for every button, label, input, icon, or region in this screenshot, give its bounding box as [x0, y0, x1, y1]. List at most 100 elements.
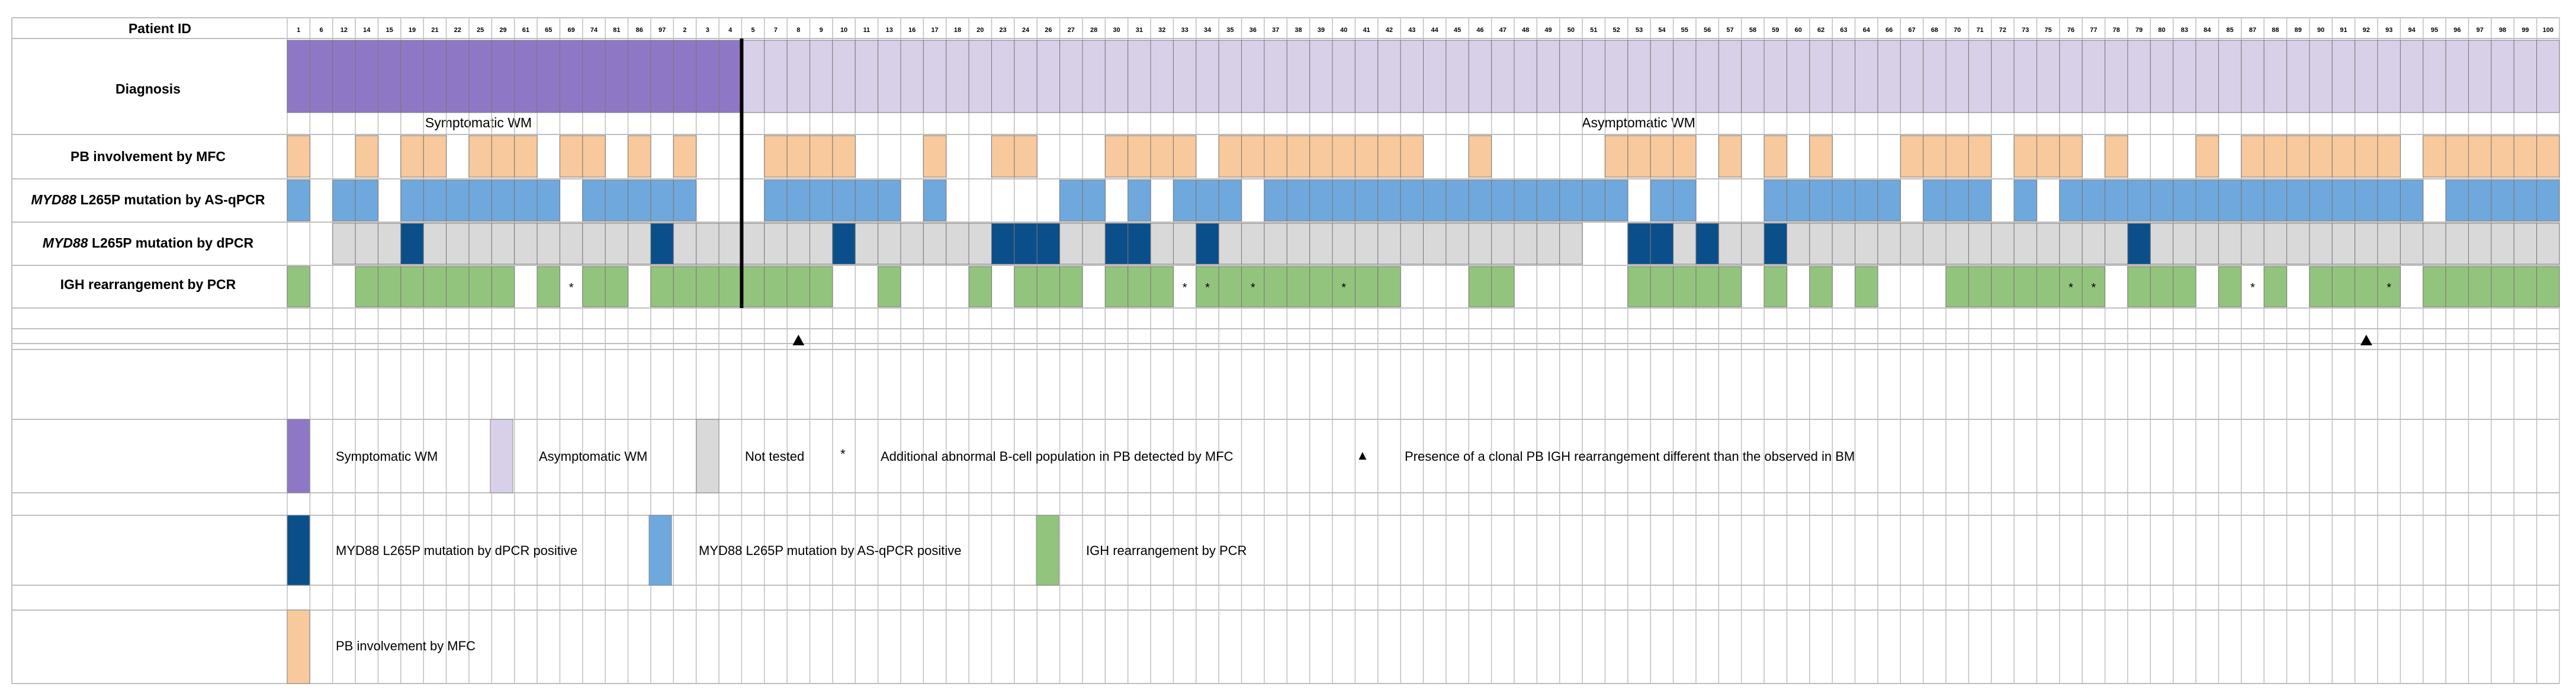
patient-id-label: 73: [2022, 27, 2029, 34]
dpcr-cell: [650, 223, 674, 265]
pb-involvement-cell: [2013, 135, 2037, 178]
asqpcr-cell: [786, 179, 811, 222]
igh-cell: [1104, 266, 1129, 307]
asqpcr-cell: [2286, 179, 2310, 222]
dpcr-cell: [2263, 223, 2288, 265]
dpcr-cell: [1786, 223, 1810, 265]
asqpcr-cell: [1218, 179, 1242, 222]
row-label-patient-id: Patient ID: [129, 21, 191, 36]
dpcr-cell: [2013, 223, 2037, 265]
dpcr-cell: [2423, 223, 2446, 265]
diagnosis-cell: [2491, 40, 2514, 113]
pb-involvement-cell: [1900, 135, 1924, 178]
dpcr-cell: [855, 223, 879, 265]
diagnosis-cell: [1673, 40, 1697, 113]
igh-cell: [2536, 266, 2560, 307]
patient-id-label: 71: [1976, 27, 1983, 34]
legend-text-symptomatic: Symptomatic WM: [336, 449, 438, 464]
asqpcr-cell: [832, 179, 856, 222]
legend-asterisk-symbol: *: [840, 447, 846, 461]
pb-involvement-cell: [468, 135, 492, 178]
diagnosis-cell: [2331, 40, 2356, 113]
diagnosis-cell: [2173, 40, 2196, 113]
dpcr-cell: [2082, 223, 2106, 265]
igh-cell: [2127, 266, 2151, 307]
asqpcr-cell: [1400, 179, 1424, 222]
igh-cell: [1855, 266, 1878, 307]
patient-id-label: 26: [1045, 27, 1052, 34]
igh-cell: [786, 266, 811, 307]
pb-involvement-cell: [764, 135, 788, 178]
patient-id-label: 70: [1954, 27, 1961, 34]
dpcr-cell: [537, 223, 560, 265]
patient-id-label: 34: [1204, 27, 1212, 34]
dpcr-cell: [2445, 223, 2469, 265]
patient-id-label: 76: [2067, 27, 2074, 34]
dpcr-cell: [400, 223, 424, 265]
dpcr-cell: [1241, 223, 1265, 265]
diagnosis-cell: [1900, 40, 1924, 113]
patient-id-label: 55: [1681, 27, 1688, 34]
diagnosis-cell: [946, 40, 969, 113]
igh-cell: [650, 266, 674, 307]
pb-involvement-cell: [1286, 135, 1311, 178]
igh-cell: [1264, 266, 1287, 307]
dpcr-cell: [446, 223, 470, 265]
dpcr-cell: [878, 223, 901, 265]
dpcr-cell: [741, 223, 765, 265]
igh-cell: [2445, 266, 2469, 307]
asqpcr-cell: [2536, 179, 2560, 222]
dpcr-cell: [1832, 223, 1856, 265]
pb-involvement-cell: [1309, 135, 1333, 178]
diagnosis-cell: [1695, 40, 1719, 113]
patient-id-label: 44: [1431, 27, 1439, 34]
igh-cell: [423, 266, 447, 307]
pb-involvement-cell: [2036, 135, 2060, 178]
pb-involvement-cell: [1968, 135, 1992, 178]
asqpcr-cell: [1514, 179, 1537, 222]
diagnosis-cell: [2195, 40, 2219, 113]
diagnosis-cell: [468, 40, 492, 113]
pb-involvement-cell: [1241, 135, 1265, 178]
patient-id-label: 95: [2431, 27, 2438, 34]
patient-id-label: 39: [1318, 27, 1325, 34]
asqpcr-cell: [2173, 179, 2196, 222]
igh-cell: [446, 266, 470, 307]
dpcr-cell: [2036, 223, 2060, 265]
legend-text-asymptomatic: Asymptomatic WM: [539, 449, 647, 464]
pb-involvement-cell: [2309, 135, 2333, 178]
dpcr-cell: [2513, 223, 2538, 265]
igh-cell: [2036, 266, 2060, 307]
patient-id-label: 51: [1590, 27, 1597, 34]
diagnosis-cell: [878, 40, 901, 113]
diagnosis-cell: [1650, 40, 1674, 113]
asqpcr-cell: [2105, 179, 2128, 222]
dpcr-cell: [1855, 223, 1878, 265]
diagnosis-cell: [1923, 40, 1947, 113]
patient-id-label: 37: [1272, 27, 1279, 34]
diagnosis-cell: [1536, 40, 1560, 113]
igh-cell: [2468, 266, 2492, 307]
patient-id-label: 7: [774, 27, 778, 34]
igh-cell: [1945, 266, 1969, 307]
diagnosis-cell: [2263, 40, 2288, 113]
diagnosis-cell: [1809, 40, 1833, 113]
diagnosis-cell: [423, 40, 447, 113]
diagnosis-cell: [786, 40, 811, 113]
diagnosis-cell: [2445, 40, 2469, 113]
asterisk-mark: *: [1183, 281, 1187, 294]
dpcr-cell: [1354, 223, 1379, 265]
dpcr-cell: [2286, 223, 2310, 265]
asterisk-mark: *: [1341, 281, 1346, 294]
diagnosis-cell: [1286, 40, 1311, 113]
diagnosis-cell: [332, 40, 356, 113]
pb-involvement-cell: [1014, 135, 1038, 178]
diagnosis-cell: [628, 40, 651, 113]
diagnosis-cell: [1832, 40, 1856, 113]
igh-cell: [355, 266, 378, 307]
legend-text-pb: PB involvement by MFC: [336, 639, 476, 653]
pb-involvement-cell: [2195, 135, 2219, 178]
grid-lines: [11, 17, 2560, 684]
asqpcr-cell: [2491, 179, 2514, 222]
pb-involvement-cell: [423, 135, 447, 178]
